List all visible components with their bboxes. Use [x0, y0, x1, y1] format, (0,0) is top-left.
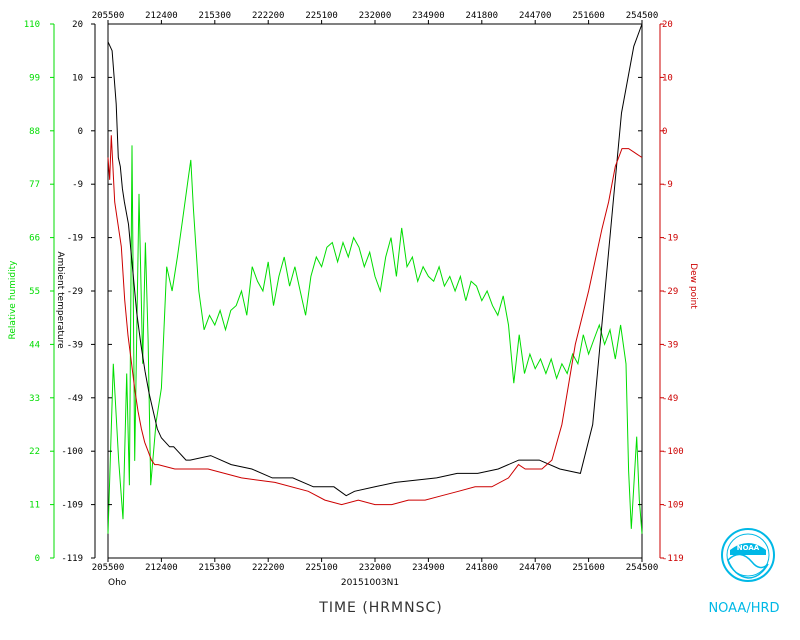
plot-frame: [107, 23, 643, 559]
x-tick-label-bottom: 215300: [199, 563, 232, 573]
x-tick-label-bottom: 241800: [466, 563, 499, 573]
x-tick-label-top: 215300: [199, 11, 232, 21]
x-axis-title: TIME (HRMNSC): [318, 600, 442, 616]
temp-tick-label: -39: [67, 340, 83, 350]
dew-tick-label: 0: [662, 127, 667, 137]
temp-tick-label: -9: [72, 180, 83, 190]
dew-tick-label: -9: [662, 180, 673, 190]
rh-tick-label: 55: [29, 287, 40, 297]
plot-border: [107, 23, 643, 559]
dew-tick-label: -100: [662, 447, 684, 457]
dew-tick-label: -39: [662, 340, 678, 350]
x-tick-label-bottom: 212400: [145, 563, 178, 573]
x-tick-label-bottom: 205500: [92, 563, 125, 573]
dew-axis-label: Dew point: [688, 263, 698, 309]
rh-tick-label: 11: [29, 501, 40, 511]
x-tick-label-bottom: 225100: [305, 563, 338, 573]
temp-tick-label: 20: [72, 20, 83, 30]
x-tick-label-top: 232000: [359, 11, 392, 21]
rh-tick-label: 66: [29, 234, 40, 244]
x-tick-label-top: 212400: [145, 11, 178, 21]
x-tick-label-bottom: 234900: [412, 563, 445, 573]
temp-tick-label: -29: [67, 287, 83, 297]
noaa-hrd-label: NOAA/HRD: [708, 601, 779, 616]
dew-tick-label: -109: [662, 501, 684, 511]
dew-tick-label: 10: [662, 73, 673, 83]
x-tick-label-bottom: 222200: [252, 563, 285, 573]
rh-tick-label: 110: [24, 20, 40, 30]
temp-tick-label: -119: [61, 554, 83, 564]
dew-tick-label: -49: [662, 394, 678, 404]
temp-tick-label: -109: [61, 501, 83, 511]
x-tick-label-top: 205500: [92, 11, 125, 21]
rh-tick-label: 88: [29, 127, 40, 137]
x-tick-label-top: 251600: [572, 11, 605, 21]
rh-tick-label: 77: [29, 180, 40, 190]
x-tick-label-bottom: 254500: [626, 563, 659, 573]
temp-tick-label: -19: [67, 234, 83, 244]
x-tick-label-bottom: 251600: [572, 563, 605, 573]
rh-tick-label: 22: [29, 447, 40, 457]
dew-tick-label: -119: [662, 554, 684, 564]
temp-tick-label: -100: [61, 447, 83, 457]
dew-tick-label: -29: [662, 287, 678, 297]
dew-tick-label: 20: [662, 20, 673, 30]
rh-tick-label: 44: [29, 340, 40, 350]
noaa-logo: NOAA: [721, 528, 775, 582]
temp-series-line: [107, 23, 643, 497]
rh-tick-label: 99: [29, 73, 40, 83]
rh-tick-label: 33: [29, 394, 40, 404]
storm-name-label: Oho: [108, 578, 127, 588]
rh-series-line: [107, 145, 643, 534]
x-tick-label-top: 241800: [466, 11, 499, 21]
x-tick-label-top: 234900: [412, 11, 445, 21]
axes-layer: 2055002055002124002124002153002153002222…: [24, 11, 684, 573]
flight-id-label: 20151003N1: [341, 578, 399, 588]
temp-tick-label: 0: [78, 127, 83, 137]
x-tick-label-bottom: 244700: [519, 563, 552, 573]
temp-tick-label: 10: [72, 73, 83, 83]
x-tick-label-bottom: 232000: [359, 563, 392, 573]
x-tick-label-top: 244700: [519, 11, 552, 21]
dew-series-line: [107, 135, 643, 506]
temp-axis-label: Ambient temperature: [55, 251, 65, 349]
x-tick-label-top: 225100: [305, 11, 338, 21]
dew-tick-label: -19: [662, 234, 678, 244]
rh-axis-label: Relative humidity: [8, 260, 18, 340]
logo-text: NOAA: [737, 544, 760, 552]
rh-tick-label: 0: [35, 554, 40, 564]
x-tick-label-top: 222200: [252, 11, 285, 21]
x-tick-label-top: 254500: [626, 11, 659, 21]
series-layer: [107, 23, 643, 534]
temp-tick-label: -49: [67, 394, 83, 404]
